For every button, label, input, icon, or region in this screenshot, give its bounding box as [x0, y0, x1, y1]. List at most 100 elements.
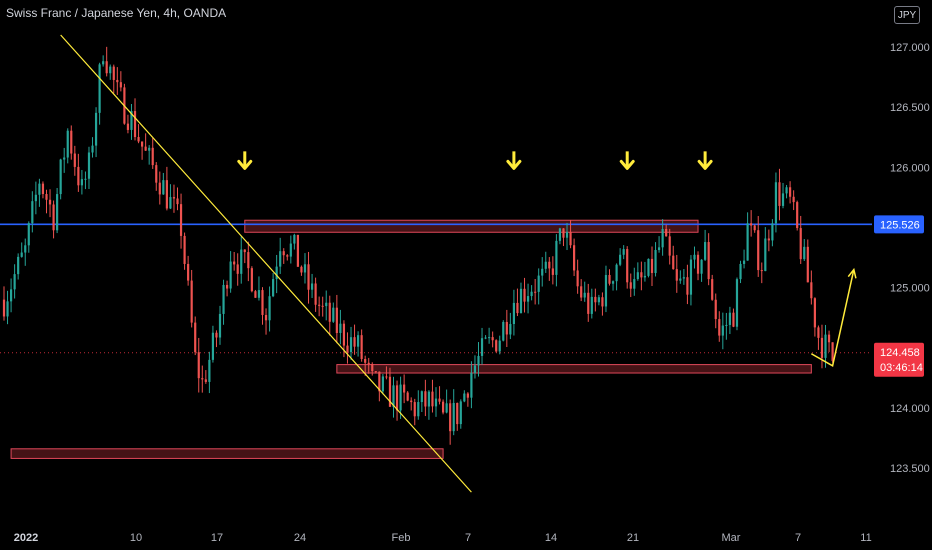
candle-body	[438, 398, 441, 402]
candle-body	[257, 290, 261, 298]
x-tick-label: 14	[545, 532, 557, 544]
candle-body	[650, 258, 654, 274]
candle-body	[544, 261, 547, 269]
candle-body	[272, 279, 275, 297]
candle-body	[264, 314, 268, 321]
candle-body	[335, 307, 338, 333]
candle-body	[427, 391, 431, 407]
candle-body	[321, 305, 324, 307]
candle-body	[314, 283, 317, 305]
lines-layer	[60, 34, 857, 493]
candle-body	[728, 312, 731, 325]
currency-button[interactable]: JPY	[894, 6, 920, 24]
candle-body	[739, 263, 742, 280]
candle-body	[721, 325, 724, 336]
candle-body	[622, 249, 625, 255]
candle-body	[52, 204, 55, 231]
candle-body	[38, 183, 41, 195]
candle-body	[346, 345, 349, 353]
candle-body	[686, 277, 689, 295]
candle-body	[236, 264, 239, 274]
candle-body	[505, 321, 508, 335]
candle-body	[13, 274, 16, 290]
candle-body	[456, 402, 459, 425]
candle-body	[750, 223, 753, 226]
candle-body	[682, 277, 685, 279]
candle-body	[541, 268, 544, 276]
candle-body	[633, 279, 636, 289]
candle-body	[470, 372, 473, 398]
candle-body	[56, 194, 59, 231]
candle-body	[665, 228, 668, 237]
x-tick-label: 2022	[14, 532, 38, 544]
candle-body	[240, 249, 243, 274]
candle-body	[141, 141, 144, 147]
candle-body	[434, 398, 438, 407]
candle-body	[764, 238, 767, 272]
candle-body	[495, 340, 498, 352]
candle-body	[792, 196, 795, 203]
candle-body	[771, 223, 774, 241]
candle-body	[587, 292, 590, 314]
candle-body	[700, 259, 703, 274]
candle-body	[548, 261, 551, 269]
candle-body	[34, 194, 37, 202]
candle-body	[654, 249, 657, 274]
candle-body	[279, 251, 282, 267]
candle-body	[583, 292, 586, 298]
candle-body	[208, 359, 211, 382]
candle-body	[537, 275, 540, 292]
candle-body	[73, 153, 76, 167]
candle-body	[48, 199, 52, 205]
candle-body	[473, 365, 477, 373]
current-price-tag	[874, 342, 924, 377]
candle-body	[349, 337, 353, 353]
candle-body	[796, 202, 799, 229]
candle-body	[516, 302, 519, 314]
candle-body	[831, 342, 834, 361]
candle-body	[526, 296, 530, 302]
candle-body	[109, 66, 112, 74]
candle-body	[229, 261, 232, 289]
candle-body	[672, 255, 675, 270]
candle-body	[144, 146, 147, 151]
candle-body	[424, 391, 427, 407]
candle-body	[183, 235, 186, 264]
candle-body	[158, 182, 161, 195]
candle-body	[318, 304, 321, 306]
x-tick-label: 17	[211, 532, 223, 544]
candle-body	[806, 246, 809, 283]
candle-body	[325, 302, 328, 307]
candle-body	[803, 246, 806, 260]
candle-body	[112, 66, 115, 80]
level-price-label: 125.526	[880, 219, 920, 231]
candle-body	[254, 291, 257, 298]
candle-body	[555, 240, 558, 275]
y-tick-label: 125.000	[890, 283, 930, 295]
candle-body	[523, 288, 526, 302]
candle-body	[385, 376, 388, 378]
candle-body	[647, 258, 650, 276]
candle-body	[735, 279, 739, 327]
y-tick-label: 126.000	[890, 162, 930, 174]
candle-body	[640, 272, 643, 278]
candle-body	[484, 337, 487, 339]
candle-body	[20, 252, 23, 257]
candle-body	[445, 403, 448, 413]
candle-body	[452, 402, 455, 432]
candle-body	[657, 247, 661, 250]
candle-body	[388, 376, 392, 407]
candle-body	[66, 130, 69, 158]
x-tick-label: Mar	[722, 532, 741, 544]
candle-body	[378, 371, 381, 392]
candle-body	[307, 264, 310, 290]
trendline	[60, 34, 472, 493]
candle-body	[151, 147, 154, 166]
candle-body	[80, 179, 83, 186]
candle-body	[204, 379, 207, 382]
candle-body	[491, 337, 494, 341]
candle-body	[594, 296, 597, 303]
candle-body	[105, 61, 108, 74]
candle-body	[328, 302, 331, 322]
